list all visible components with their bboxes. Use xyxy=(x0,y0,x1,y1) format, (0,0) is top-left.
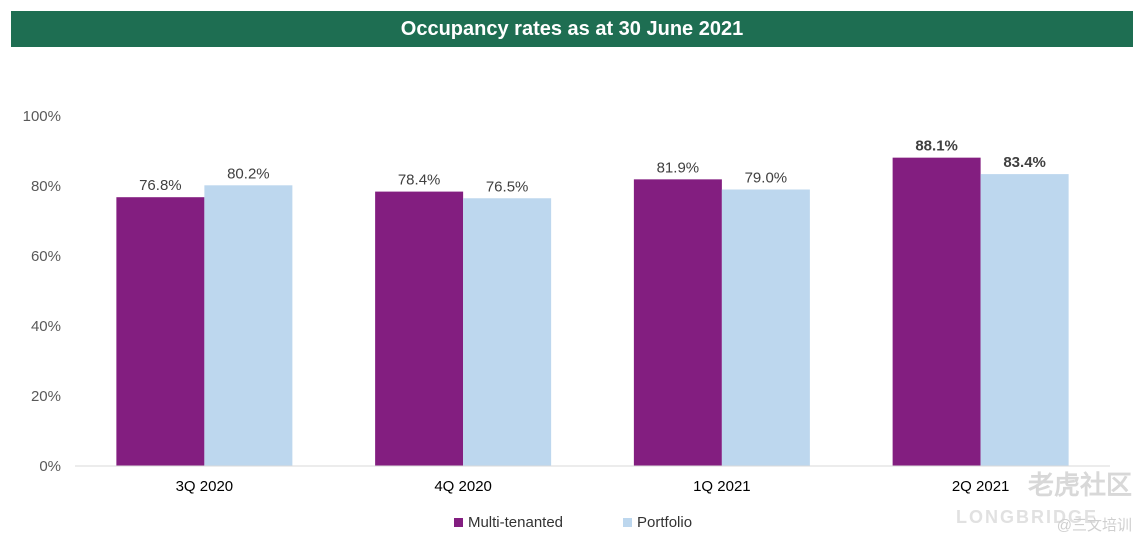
bars: 76.8% 80.2% 78.4% 76.5% 81.9% 79.0% 88.1% 83.4% xyxy=(116,138,1069,467)
y-tick-label-100: 100% xyxy=(23,108,61,125)
x-tick-label-2q-2021: 2Q 2021 xyxy=(952,478,1010,495)
y-tick-label-60: 60% xyxy=(31,248,61,265)
chart-title-bar: Occupancy rates as at 30 June 2021 xyxy=(11,11,1133,47)
x-tick-label-4q-2020: 4Q 2020 xyxy=(434,478,492,495)
x-tick-label-1q-2021: 1Q 2021 xyxy=(693,478,751,495)
legend: Multi-tenanted Portfolio xyxy=(0,512,1146,532)
y-tick-label-80: 80% xyxy=(31,178,61,195)
data-label-multi-tenanted-4q-2020: 78.4% xyxy=(398,172,441,189)
watermark-sub: LONGBRIDGE xyxy=(955,507,1098,527)
bar-portfolio-2q-2021 xyxy=(980,174,1069,466)
legend-swatch-multi-tenanted xyxy=(453,517,463,527)
bar-portfolio-3q-2020 xyxy=(204,185,293,467)
data-label-multi-tenanted-3q-2020: 76.8% xyxy=(139,177,182,194)
x-tick-label-3q-2020: 3Q 2020 xyxy=(176,478,234,495)
data-label-portfolio-1q-2021: 79.0% xyxy=(745,170,788,187)
chart-title: Occupancy rates as at 30 June 2021 xyxy=(400,17,744,40)
bar-multi-tenanted-2q-2021 xyxy=(892,157,981,466)
watermark-main: 老虎社区 xyxy=(1027,470,1132,500)
bar-multi-tenanted-1q-2021 xyxy=(633,179,722,466)
legend-item-portfolio[interactable]: Portfolio xyxy=(623,512,692,532)
legend-swatch-portfolio xyxy=(623,517,633,527)
y-tick-label-40: 40% xyxy=(31,318,61,335)
data-label-portfolio-2q-2021: 83.4% xyxy=(1003,154,1046,171)
y-axis: 0% 20% 40% 60% 80% 100% xyxy=(23,108,61,475)
legend-item-multi-tenanted[interactable]: Multi-tenanted xyxy=(453,512,564,532)
data-label-multi-tenanted-2q-2021: 88.1% xyxy=(915,138,958,155)
bar-multi-tenanted-4q-2020 xyxy=(375,191,464,466)
data-label-portfolio-4q-2020: 76.5% xyxy=(486,178,529,195)
legend-label-portfolio: Portfolio xyxy=(637,513,693,531)
bar-portfolio-1q-2021 xyxy=(721,189,810,466)
watermark-tag: @三文培训 xyxy=(1056,517,1132,534)
y-tick-label-0: 0% xyxy=(39,458,61,475)
data-label-portfolio-3q-2020: 80.2% xyxy=(227,165,270,182)
legend-label-multi-tenanted: Multi-tenanted xyxy=(467,513,564,531)
y-tick-label-20: 20% xyxy=(31,388,61,405)
bar-multi-tenanted-3q-2020 xyxy=(116,197,205,466)
data-label-multi-tenanted-1q-2021: 81.9% xyxy=(657,159,700,176)
bar-portfolio-4q-2020 xyxy=(463,198,552,466)
watermark: 老虎社区 LONGBRIDGE @三文培训 xyxy=(902,470,1132,540)
x-axis: 3Q 2020 4Q 2020 1Q 2021 2Q 2021 xyxy=(75,465,1110,495)
